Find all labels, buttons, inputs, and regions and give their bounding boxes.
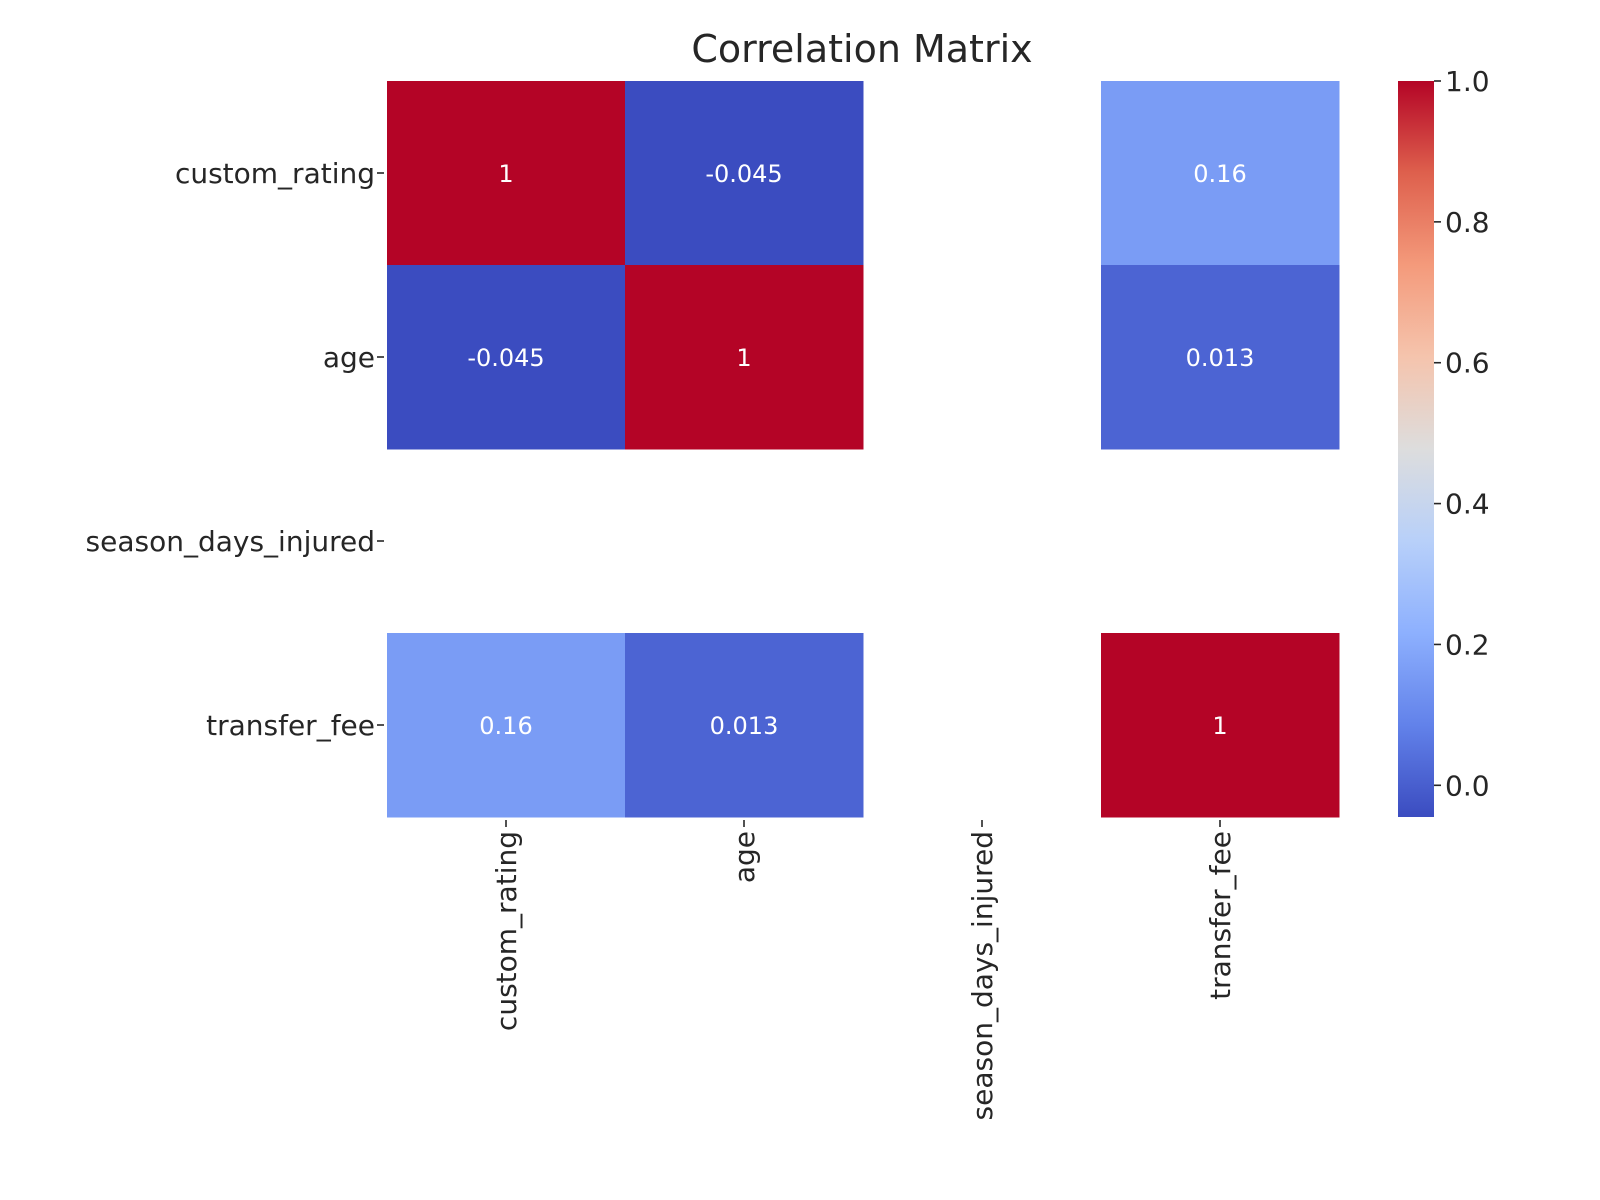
colorbar-tick-label-4: 0.8 [1445,206,1490,239]
heatmap-cell-r1-c0 [387,265,626,450]
cell-annotation-r0-c0: 1 [498,160,513,188]
colorbar-gradient [1398,81,1434,817]
cell-annotation-r0-c1: -0.045 [705,160,782,188]
cell-annotation-r1-c3: 0.013 [1186,344,1255,372]
row-tick-label-2: season_days_injured [86,525,375,558]
cell-annotation-r3-c0: 0.16 [479,712,532,740]
heatmap-cell-r0-c3 [1101,81,1340,266]
cell-annotation-r1-c1: 1 [736,344,751,372]
cell-annotation-r3-c1: 0.013 [710,712,779,740]
col-tick-label-0: custom_rating [490,831,523,1031]
colorbar-tick-label-5: 1.0 [1445,65,1490,98]
column-tick-labels: custom_rating age season_days_injured trans… [490,820,1237,1120]
col-tick-label-3: transfer_fee [1204,831,1237,1000]
colorbar-tick-label-1: 0.2 [1445,628,1490,661]
cell-annotation-r0-c3: 0.16 [1193,160,1246,188]
colorbar-tick-label-2: 0.4 [1445,488,1490,521]
heatmap-cells: 1 -0.045 0.16 -0.045 1 0.013 0.16 0.013 1 [387,81,1340,818]
cell-annotation-r3-c3: 1 [1212,712,1227,740]
row-tick-label-0: custom_rating [175,157,375,190]
heatmap-cell-r1-c3 [1101,265,1340,450]
colorbar-tick-label-3: 0.6 [1445,347,1490,380]
col-tick-label-1: age [728,831,761,883]
row-tick-label-3: transfer_fee [206,709,375,742]
colorbar: 0.0 0.2 0.4 0.6 0.8 1.0 [1398,65,1490,817]
heatmap-cell-r1-c1 [625,265,864,450]
heatmap-cell-r3-c0 [387,633,626,818]
heatmap-cell-r0-c0 [387,81,626,266]
colorbar-tick-label-0: 0.0 [1445,769,1490,802]
heatmap-cell-r0-c1 [625,81,864,266]
col-tick-label-2: season_days_injured [966,831,999,1120]
chart-title: Correlation Matrix [691,27,1032,71]
cell-annotation-r1-c0: -0.045 [467,344,544,372]
heatmap-cell-r3-c3 [1101,633,1340,818]
heatmap-cell-r3-c1 [625,633,864,818]
row-tick-label-1: age [323,341,375,374]
